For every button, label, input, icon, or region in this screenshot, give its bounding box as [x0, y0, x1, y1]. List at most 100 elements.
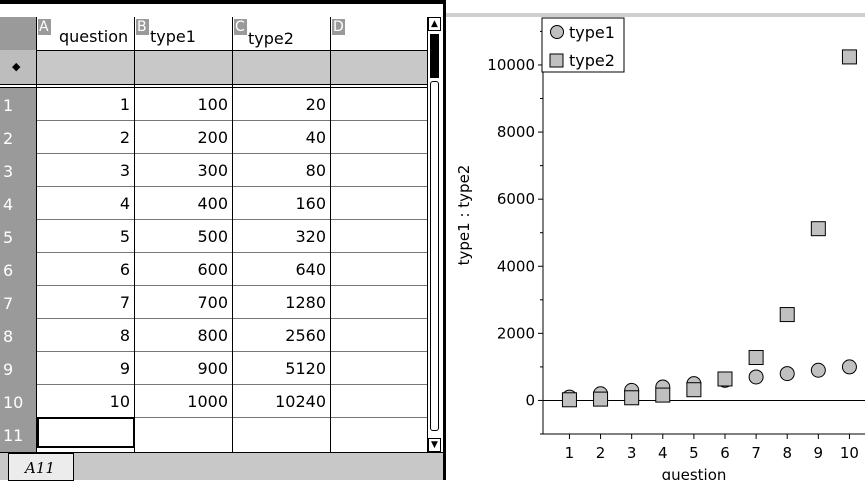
- type2-point[interactable]: [624, 390, 640, 406]
- panel-divider[interactable]: [443, 0, 446, 480]
- y-tick-label: 2000: [497, 324, 535, 342]
- row-header[interactable]: 8: [0, 319, 36, 352]
- cell-c10[interactable]: 10240: [275, 392, 326, 411]
- row-header[interactable]: 3: [0, 154, 36, 187]
- cell-b7[interactable]: 700: [197, 293, 228, 312]
- type2-point[interactable]: [841, 49, 857, 65]
- divider: [0, 87, 427, 88]
- row-header[interactable]: 1: [0, 88, 36, 121]
- cell-b2[interactable]: 200: [197, 128, 228, 147]
- panel-top-border: [446, 13, 865, 17]
- y-tick-label: 10000: [487, 56, 535, 74]
- column-name: type1: [150, 27, 196, 46]
- cell-b9[interactable]: 900: [197, 359, 228, 378]
- column-name: question: [59, 27, 129, 46]
- cell-a7[interactable]: 7: [119, 293, 130, 312]
- row-header[interactable]: 5: [0, 220, 36, 253]
- cell-c7[interactable]: 1280: [285, 293, 326, 312]
- cell-b1[interactable]: 100: [197, 95, 228, 114]
- cell-b6[interactable]: 600: [197, 260, 228, 279]
- column-letter: B: [136, 19, 149, 35]
- cell-a3[interactable]: 3: [119, 161, 130, 180]
- panel-border: [0, 0, 446, 4]
- y-tick-label: 4000: [497, 257, 535, 275]
- type2-point[interactable]: [561, 392, 577, 408]
- x-tick-label: 1: [565, 444, 575, 462]
- type2-point[interactable]: [779, 307, 795, 323]
- divider: [0, 84, 427, 85]
- cell-c8[interactable]: 2560: [285, 326, 326, 345]
- scroll-thumb[interactable]: [430, 34, 439, 78]
- row-header[interactable]: 9: [0, 352, 36, 385]
- spreadsheet-panel: A question B type1 C type2 D ◆ 1 2 3 4 5…: [0, 0, 446, 481]
- type2-point[interactable]: [748, 350, 764, 366]
- type2-point[interactable]: [686, 382, 702, 398]
- type2-point[interactable]: [655, 387, 671, 403]
- row-header[interactable]: 2: [0, 121, 36, 154]
- scatter-plot[interactable]: 0 2000 4000 6000 8000 10000 1 2 3 4 5 6 7 8 9 10 type1 …: [446, 0, 865, 480]
- x-tick-label: 7: [751, 444, 761, 462]
- x-tick-label: 5: [689, 444, 699, 462]
- type1-point[interactable]: [841, 359, 857, 375]
- cell-reference-bar: A11: [0, 452, 444, 481]
- column-header-d[interactable]: D: [331, 17, 427, 50]
- row-header[interactable]: 11: [0, 418, 36, 452]
- column-header-a[interactable]: A question: [37, 17, 134, 50]
- cell-a6[interactable]: 6: [119, 260, 130, 279]
- type1-point[interactable]: [779, 366, 795, 382]
- cell-b8[interactable]: 800: [197, 326, 228, 345]
- x-tick-label: 3: [627, 444, 637, 462]
- cell-a9[interactable]: 9: [119, 359, 130, 378]
- row-header[interactable]: 10: [0, 385, 36, 418]
- x-tick-label: 6: [720, 444, 730, 462]
- vertical-scrollbar[interactable]: ▲ ▼: [427, 17, 441, 452]
- type2-point[interactable]: [593, 391, 609, 407]
- cell-a8[interactable]: 8: [119, 326, 130, 345]
- type1-point[interactable]: [748, 369, 764, 385]
- legend-circle-marker-icon: [550, 25, 564, 39]
- scroll-track[interactable]: [430, 81, 439, 431]
- x-tick-label: 9: [814, 444, 824, 462]
- x-tick-label: 10: [840, 444, 859, 462]
- column-letter: C: [234, 19, 247, 35]
- scroll-down-arrow-icon[interactable]: ▼: [428, 438, 441, 452]
- scatter-plot-panel: 0 2000 4000 6000 8000 10000 1 2 3 4 5 6 7 8 9 10 type1 …: [446, 0, 865, 480]
- type1-point[interactable]: [810, 362, 826, 378]
- cell-a2[interactable]: 2: [119, 128, 130, 147]
- cell-reference[interactable]: A11: [8, 453, 74, 481]
- formula-row-header[interactable]: ◆: [0, 50, 36, 84]
- cell-c6[interactable]: 640: [295, 260, 326, 279]
- row-header[interactable]: 7: [0, 286, 36, 319]
- legend-square-marker-icon: [549, 53, 564, 68]
- selected-cell-a11[interactable]: [37, 417, 135, 448]
- column-letter: D: [332, 19, 345, 35]
- cell-a5[interactable]: 5: [119, 227, 130, 246]
- cell-b4[interactable]: 400: [197, 194, 228, 213]
- cell-b5[interactable]: 500: [197, 227, 228, 246]
- column-letter: A: [38, 19, 51, 35]
- cell-a1[interactable]: 1: [119, 95, 130, 114]
- type2-point[interactable]: [810, 221, 826, 237]
- legend-label-type1: type1: [569, 23, 615, 42]
- column-header-b[interactable]: B type1: [135, 17, 232, 50]
- cell-c1[interactable]: 20: [305, 95, 326, 114]
- cell-c9[interactable]: 5120: [285, 359, 326, 378]
- legend-label-type2: type2: [569, 51, 615, 70]
- row-header[interactable]: 4: [0, 187, 36, 220]
- type2-point[interactable]: [717, 371, 733, 387]
- y-tick-label: 8000: [497, 123, 535, 141]
- legend[interactable]: type1 type2: [541, 17, 625, 73]
- cell-c5[interactable]: 320: [295, 227, 326, 246]
- scroll-up-arrow-icon[interactable]: ▲: [428, 17, 441, 31]
- cell-c4[interactable]: 160: [295, 194, 326, 213]
- row-header[interactable]: 6: [0, 253, 36, 286]
- cell-a10[interactable]: 10: [109, 392, 130, 411]
- cell-c3[interactable]: 80: [305, 161, 326, 180]
- cell-b3[interactable]: 300: [197, 161, 228, 180]
- corner-header[interactable]: [0, 17, 36, 50]
- column-header-c[interactable]: C type2: [233, 17, 330, 50]
- cell-c2[interactable]: 40: [305, 128, 326, 147]
- cell-a4[interactable]: 4: [119, 194, 130, 213]
- y-tick-label: 0: [525, 391, 535, 409]
- cell-b10[interactable]: 1000: [187, 392, 228, 411]
